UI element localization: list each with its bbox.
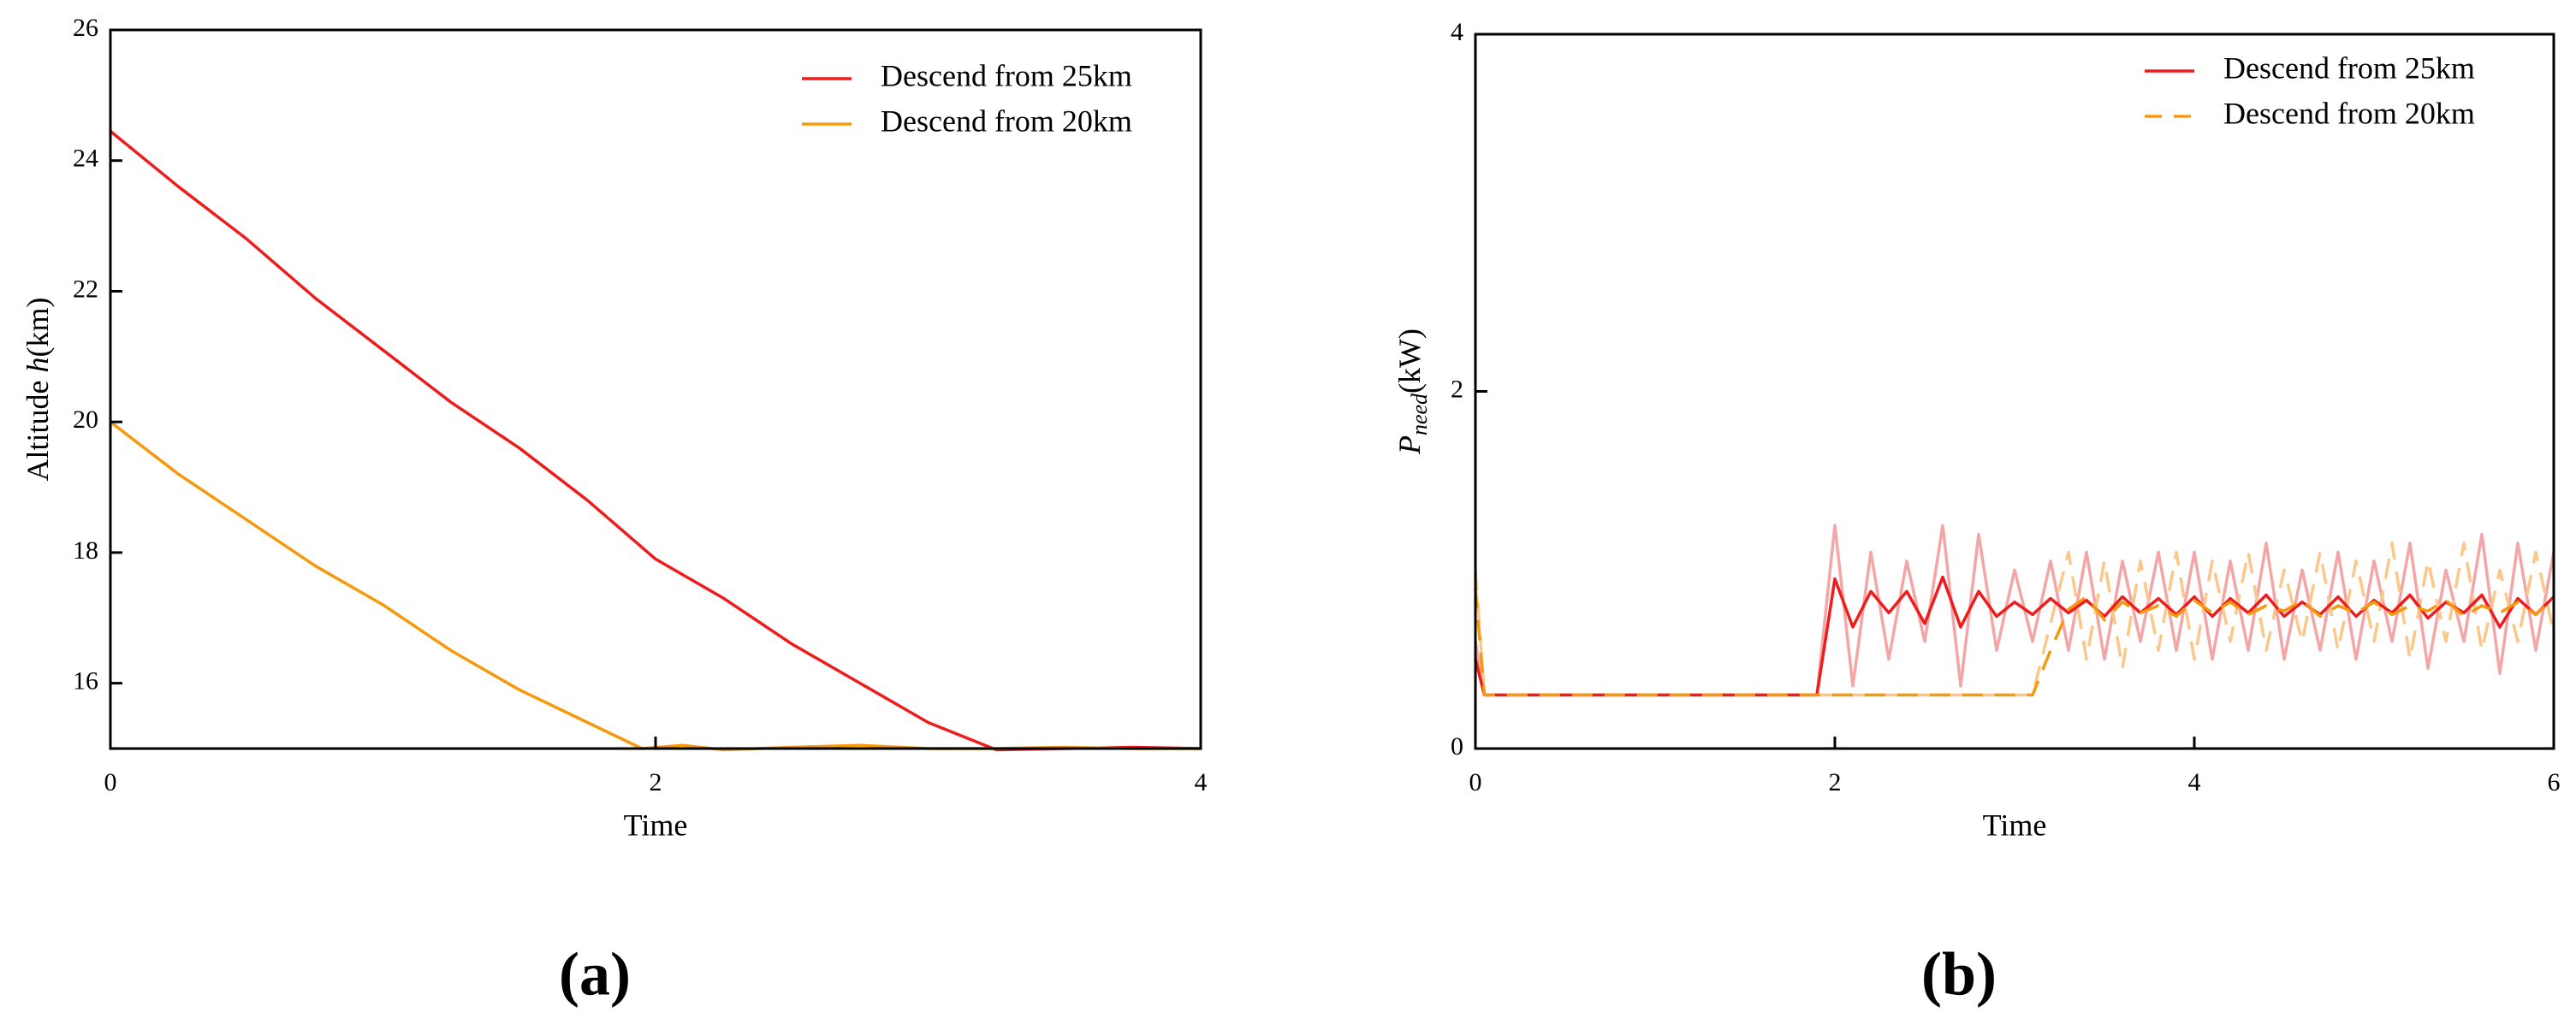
y-tick-label: 26 <box>73 14 98 42</box>
x-tick-label: 4 <box>1195 768 1208 796</box>
y-tick-label: 18 <box>73 536 98 565</box>
y-tick-label: 16 <box>73 667 98 696</box>
x-tick-label: 2 <box>650 768 662 796</box>
legend-label: Descend from 20km <box>881 104 1132 138</box>
legend-label: Descend from 25km <box>881 58 1132 92</box>
x-tick-label: 2 <box>1829 768 1842 796</box>
data-line <box>109 130 1202 752</box>
panel-label: (b) <box>1921 940 1997 1009</box>
data-line <box>109 420 1201 752</box>
y-label-part: Altitude <box>21 373 55 482</box>
x-tick-label: 0 <box>104 768 117 796</box>
y-tick-label: 20 <box>73 405 98 434</box>
x-axis-label: Time <box>624 808 688 842</box>
y-label-part: h <box>21 358 55 373</box>
x-tick-label: 6 <box>2548 768 2561 796</box>
y-tick-label: 4 <box>1451 18 1463 46</box>
x-axis-label: Time <box>1983 808 2047 842</box>
y-tick-label: 0 <box>1451 732 1463 761</box>
y-label-part: (kW) <box>1392 329 1427 394</box>
x-tick-label: 0 <box>1469 768 1482 796</box>
y-tick-label: 2 <box>1451 375 1463 403</box>
data-line <box>1474 587 2555 697</box>
y-label-part: need <box>1407 393 1432 435</box>
y-label-part: P <box>1392 435 1427 455</box>
y-tick-label: 22 <box>73 275 98 303</box>
legend-label: Descend from 20km <box>2223 96 2475 130</box>
y-tick-label: 24 <box>73 145 98 173</box>
y-axis-label: Pneed(kW) <box>1392 329 1432 455</box>
panel-label: (a) <box>559 940 631 1009</box>
data-line <box>1474 542 2555 697</box>
y-axis-label: Altitude h(km) <box>21 298 55 482</box>
x-tick-label: 4 <box>2188 768 2201 796</box>
legend-label: Descend from 25km <box>2223 50 2475 85</box>
chart-panel: 0 2 4 6 0 2 4 Time Pneed(kW) (b) Descend from 25km… <box>1392 18 2560 1009</box>
y-label-part: (km) <box>21 298 55 358</box>
